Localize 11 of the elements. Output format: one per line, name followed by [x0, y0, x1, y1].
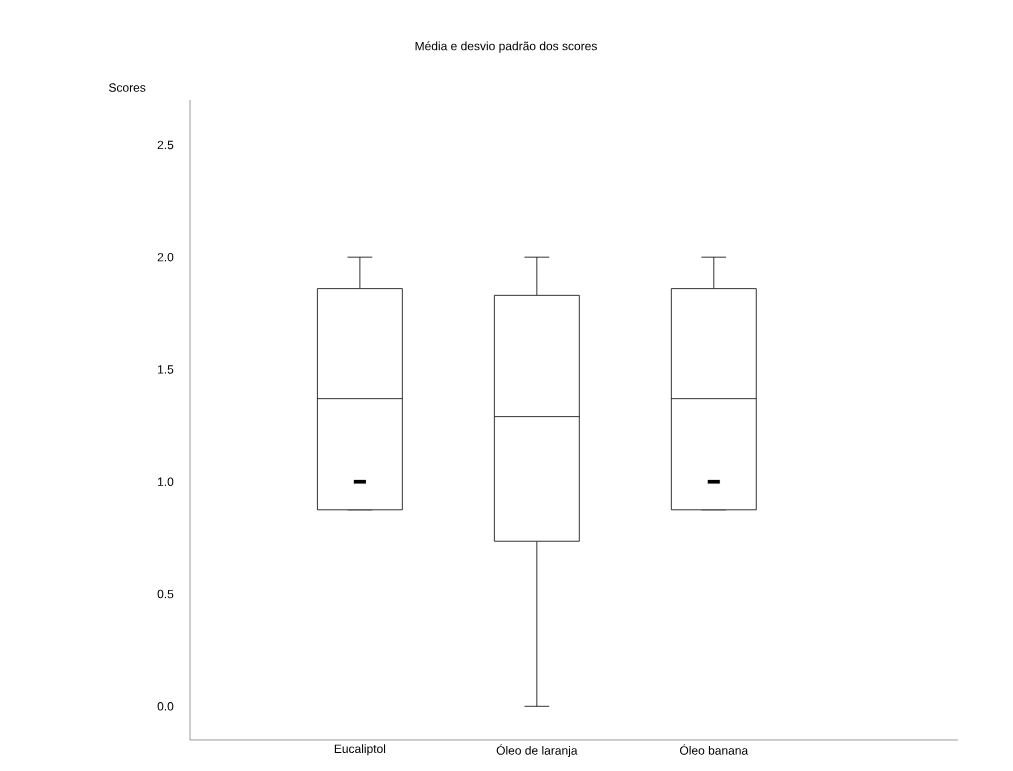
x-tick-label: Óleo banana [680, 744, 749, 755]
y-tick-label: 1.5 [158, 365, 174, 374]
x-tick-label: Eucaliptol [334, 744, 386, 756]
y-axis-title: Scores [109, 83, 146, 92]
chart-title: Média e desvio padrão dos scores [415, 41, 597, 53]
y-tick-label: 0.0 [157, 702, 174, 711]
y-tick-label: 0.5 [157, 589, 174, 599]
y-tick-label: 2.5 [157, 140, 174, 150]
y-tick-label: 1.0 [158, 477, 174, 486]
y-tick-label: 2.0 [157, 252, 174, 262]
x-tick-label: Óleo de laranja [496, 744, 578, 758]
